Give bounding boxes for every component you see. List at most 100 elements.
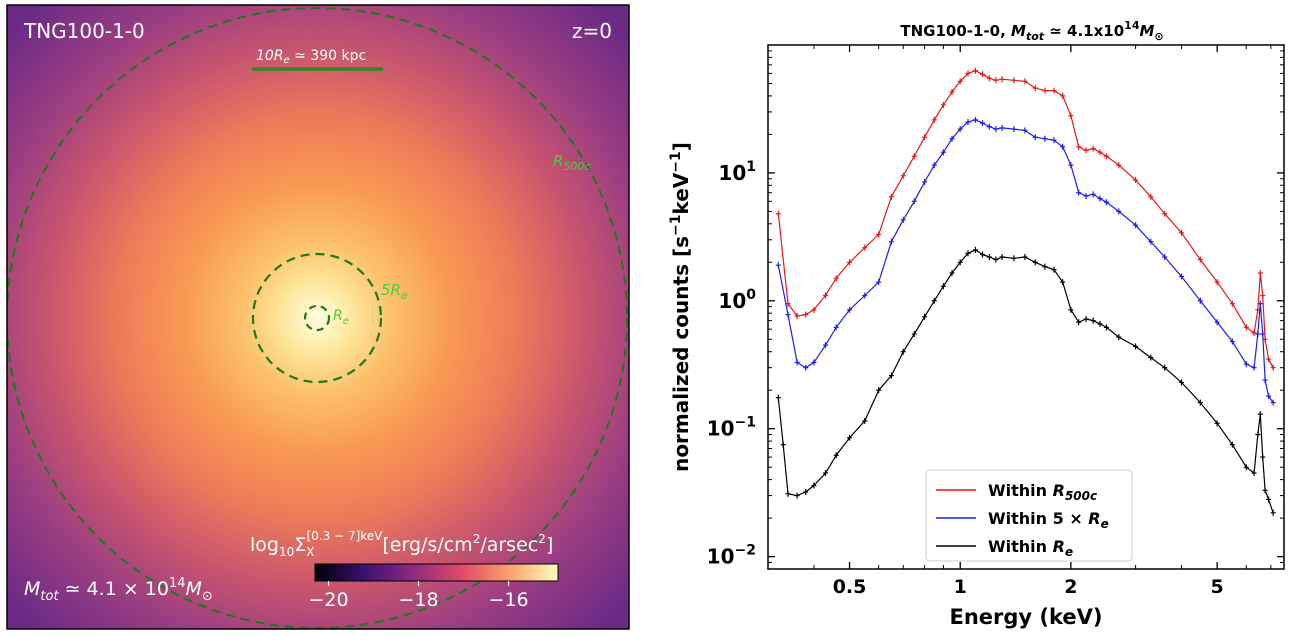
data-point <box>1270 364 1276 371</box>
colorbar <box>314 563 559 582</box>
mass-label: Mtot ≃ 4.1 × 1014M⊙ <box>24 576 213 604</box>
data-point <box>1262 377 1268 384</box>
data-point <box>900 348 906 355</box>
data-point <box>888 372 894 379</box>
data-point <box>965 119 971 126</box>
data-point <box>1042 135 1048 142</box>
data-point <box>811 359 817 366</box>
xray-map-panel: TNG100-1-0 z=0 10Re ≃ 390 kpc R500c 5Re … <box>6 4 630 630</box>
data-point <box>822 342 828 349</box>
data-point <box>785 490 791 497</box>
data-point <box>1257 411 1263 418</box>
data-point <box>876 387 882 394</box>
data-point <box>972 116 978 123</box>
data-point <box>1266 356 1272 363</box>
data-point <box>980 71 986 78</box>
data-point <box>1022 78 1028 85</box>
data-point <box>1103 199 1109 206</box>
data-point <box>1251 330 1257 337</box>
data-point <box>1243 464 1249 471</box>
data-point <box>1260 454 1266 461</box>
data-point <box>811 306 817 313</box>
data-point <box>1179 379 1185 386</box>
data-point <box>862 292 868 299</box>
data-point <box>980 251 986 258</box>
legend-box <box>925 469 1133 562</box>
series-line-2 <box>777 119 1274 403</box>
data-point <box>1197 399 1203 406</box>
data-point <box>993 126 999 133</box>
plot-area <box>775 67 1276 516</box>
axes-ticks: 0.5 1 2 5 10−2 10−1 100 101 <box>707 45 1284 598</box>
y-tick-label: 10−2 <box>707 543 756 569</box>
data-point <box>1103 324 1109 331</box>
data-point <box>993 256 999 263</box>
data-point <box>1255 331 1261 338</box>
data-point <box>911 331 917 338</box>
data-point <box>1148 238 1154 245</box>
data-point <box>1133 222 1139 229</box>
data-point <box>1068 112 1074 119</box>
data-point <box>1032 259 1038 266</box>
data-point <box>1116 162 1122 169</box>
data-point <box>1060 279 1066 286</box>
data-point <box>1097 320 1103 327</box>
data-point <box>931 116 937 123</box>
data-point <box>1270 399 1276 406</box>
data-point <box>1032 134 1038 141</box>
data-point <box>1229 300 1235 307</box>
series-line-1 <box>777 70 1274 368</box>
data-point <box>1214 279 1220 286</box>
data-point <box>1011 77 1017 84</box>
data-point <box>1251 470 1257 477</box>
data-point <box>940 101 946 108</box>
data-point <box>1116 334 1122 341</box>
re-label: Re <box>333 308 349 327</box>
data-point <box>1133 343 1139 350</box>
data-point <box>1083 316 1089 323</box>
colorbar-tick-label: −16 <box>488 589 528 611</box>
data-point <box>949 269 955 276</box>
data-point <box>957 126 963 133</box>
x-axis-label: Energy (keV) <box>949 605 1102 629</box>
legend-label: Within Re <box>988 537 1073 559</box>
data-point <box>1262 487 1268 494</box>
data-point <box>1197 297 1203 304</box>
data-point <box>862 417 868 424</box>
legend-label: Within 5 × Re <box>988 509 1109 531</box>
data-point <box>922 134 928 141</box>
data-point <box>822 292 828 299</box>
xray-map-image <box>7 5 629 629</box>
data-point <box>1179 229 1185 236</box>
data-point <box>803 488 809 495</box>
colorbar-tick-label: −18 <box>398 589 438 611</box>
data-point <box>1083 147 1089 154</box>
data-point <box>965 250 971 257</box>
y-tick-label: 10−1 <box>707 415 756 441</box>
data-point <box>794 313 800 320</box>
data-point <box>922 178 928 185</box>
data-point <box>949 135 955 142</box>
data-point <box>1162 210 1168 217</box>
data-point <box>911 198 917 205</box>
colorbar-ticks: −20 −18 −16 <box>308 581 529 611</box>
legend-label: Within R500c <box>988 481 1097 503</box>
data-point <box>1022 127 1028 134</box>
x-tick-label: 5 <box>1211 576 1224 598</box>
data-point <box>1243 324 1249 331</box>
data-point <box>972 246 978 253</box>
data-point <box>1266 393 1272 400</box>
x-tick-label: 2 <box>1064 576 1077 598</box>
data-point <box>965 70 971 77</box>
r500c-circle <box>7 7 628 629</box>
data-point <box>1133 177 1139 184</box>
data-point <box>1083 192 1089 199</box>
data-point <box>1148 354 1154 361</box>
data-point <box>1251 364 1257 371</box>
data-point <box>1032 85 1038 92</box>
data-point <box>1257 300 1263 307</box>
data-point <box>847 434 853 441</box>
data-point <box>1162 364 1168 371</box>
data-point <box>1051 266 1057 273</box>
